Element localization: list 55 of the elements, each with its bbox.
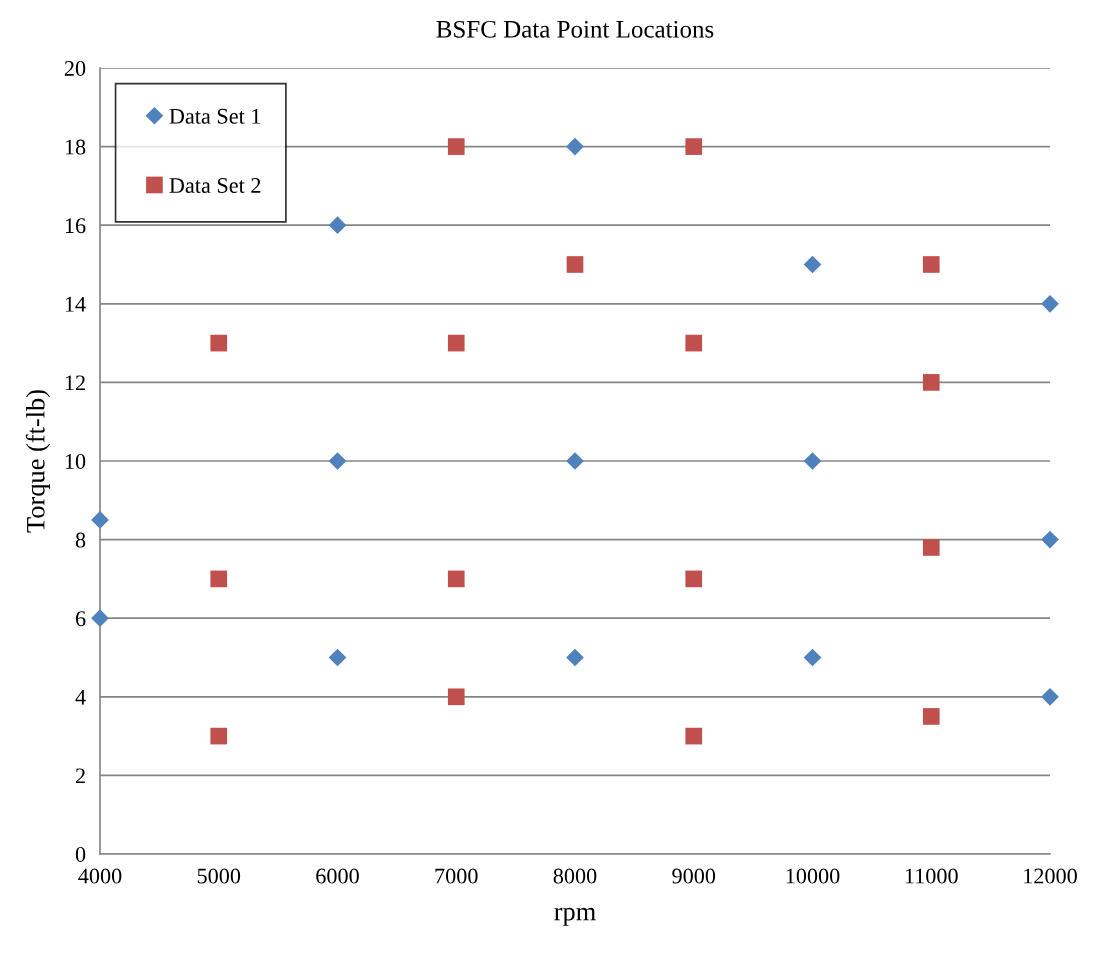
y-tick-label: 16 bbox=[65, 218, 86, 234]
point bbox=[685, 138, 703, 155]
y-tick-label: 2 bbox=[75, 768, 85, 784]
y-tick-label: 8 bbox=[75, 532, 86, 548]
point bbox=[210, 334, 228, 352]
x-axis-title: rpm bbox=[554, 907, 596, 926]
point bbox=[1041, 294, 1059, 313]
y-tick-label: 6 bbox=[75, 611, 86, 627]
x-tick-label: 8000 bbox=[553, 868, 597, 884]
point bbox=[1041, 530, 1059, 549]
point bbox=[210, 727, 228, 745]
point bbox=[803, 648, 822, 667]
x-tick-label: 11000 bbox=[905, 868, 958, 884]
y-tick-label: 10 bbox=[65, 453, 86, 469]
y-tick-label: 4 bbox=[75, 689, 86, 705]
x-tick-label: 12000 bbox=[1024, 868, 1077, 884]
point bbox=[91, 609, 109, 628]
point bbox=[328, 452, 347, 470]
point bbox=[803, 255, 822, 274]
x-tick-label: 7000 bbox=[435, 868, 478, 884]
legend-label: Data Set 2 bbox=[169, 178, 261, 193]
x-tick-label: 4000 bbox=[78, 868, 122, 884]
point bbox=[328, 648, 347, 667]
point bbox=[685, 334, 703, 352]
x-tick-label: 5000 bbox=[197, 868, 241, 884]
point bbox=[566, 648, 584, 667]
y-tick-label: 12 bbox=[65, 375, 85, 391]
y-tick-label: 20 bbox=[64, 60, 86, 76]
y-tick-label: 0 bbox=[75, 846, 86, 862]
point bbox=[447, 334, 465, 352]
y-tick-label: 14 bbox=[65, 296, 86, 312]
point bbox=[685, 570, 703, 588]
y-axis-title: Torque (ft-lb) bbox=[25, 390, 50, 533]
point bbox=[922, 539, 940, 556]
point bbox=[210, 570, 228, 588]
point bbox=[922, 708, 940, 725]
x-tick-label: 9000 bbox=[672, 868, 716, 884]
point bbox=[922, 374, 940, 391]
point bbox=[803, 452, 822, 470]
point bbox=[91, 511, 109, 529]
point bbox=[1041, 687, 1059, 706]
point bbox=[566, 452, 584, 470]
point bbox=[447, 138, 465, 155]
point bbox=[447, 688, 465, 706]
chart-title: BSFC Data Point Locations bbox=[436, 20, 714, 38]
x-tick-label: 10000 bbox=[786, 868, 840, 884]
point bbox=[922, 256, 940, 273]
legend-label: Data Set 1 bbox=[169, 108, 261, 124]
point bbox=[566, 256, 584, 273]
x-tick-label: 6000 bbox=[316, 868, 359, 884]
point bbox=[447, 570, 465, 588]
point bbox=[328, 216, 347, 235]
point bbox=[566, 137, 584, 156]
y-tick-label: 18 bbox=[65, 139, 86, 155]
point bbox=[685, 727, 703, 745]
